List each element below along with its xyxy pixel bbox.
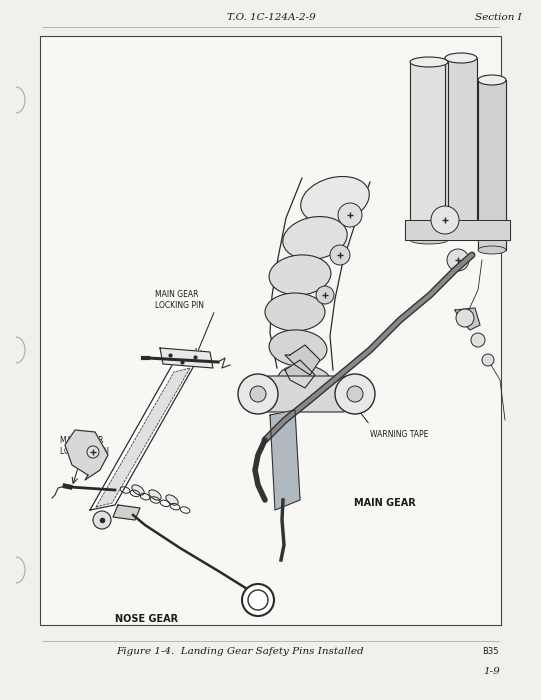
Text: Figure 1-4.  Landing Gear Safety Pins Installed: Figure 1-4. Landing Gear Safety Pins Ins… xyxy=(116,647,364,655)
Ellipse shape xyxy=(445,53,477,63)
Circle shape xyxy=(93,511,111,529)
Ellipse shape xyxy=(132,485,144,495)
Polygon shape xyxy=(285,345,320,375)
Text: NOSE GEAR: NOSE GEAR xyxy=(115,614,179,624)
Circle shape xyxy=(431,206,459,234)
Polygon shape xyxy=(270,410,300,510)
Ellipse shape xyxy=(269,255,331,295)
Ellipse shape xyxy=(166,495,178,505)
Polygon shape xyxy=(410,62,448,240)
Ellipse shape xyxy=(278,365,332,399)
Ellipse shape xyxy=(410,236,448,244)
Ellipse shape xyxy=(265,293,325,331)
Polygon shape xyxy=(455,308,480,330)
Polygon shape xyxy=(285,360,315,388)
Polygon shape xyxy=(478,80,506,250)
Circle shape xyxy=(238,374,278,414)
Text: 1-9: 1-9 xyxy=(484,668,500,676)
Bar xyxy=(40,36,501,625)
Ellipse shape xyxy=(269,330,327,366)
Polygon shape xyxy=(445,58,477,230)
Circle shape xyxy=(456,309,474,327)
Ellipse shape xyxy=(478,75,506,85)
Circle shape xyxy=(347,386,363,402)
Circle shape xyxy=(447,249,469,271)
Ellipse shape xyxy=(410,57,448,67)
Text: MAIN GEAR: MAIN GEAR xyxy=(354,498,416,508)
Text: WARNING TAPE: WARNING TAPE xyxy=(370,430,428,439)
Circle shape xyxy=(335,374,375,414)
Text: B35: B35 xyxy=(481,647,498,655)
Circle shape xyxy=(471,333,485,347)
Ellipse shape xyxy=(478,246,506,254)
Text: MAIN GEAR
LOCKING PIN: MAIN GEAR LOCKING PIN xyxy=(155,290,204,309)
Polygon shape xyxy=(405,220,510,240)
Ellipse shape xyxy=(445,226,477,234)
Circle shape xyxy=(482,354,494,366)
Ellipse shape xyxy=(149,490,161,500)
Polygon shape xyxy=(160,348,213,368)
Text: T.O. 1C-124A-2-9: T.O. 1C-124A-2-9 xyxy=(227,13,315,22)
FancyBboxPatch shape xyxy=(266,376,345,412)
Polygon shape xyxy=(90,355,200,510)
Circle shape xyxy=(248,590,268,610)
Polygon shape xyxy=(96,368,190,507)
Circle shape xyxy=(338,203,362,227)
Circle shape xyxy=(242,584,274,616)
Circle shape xyxy=(330,245,350,265)
Polygon shape xyxy=(113,505,140,520)
Text: Section I: Section I xyxy=(474,13,522,22)
Circle shape xyxy=(87,446,99,458)
Circle shape xyxy=(316,286,334,304)
Ellipse shape xyxy=(301,176,370,223)
Circle shape xyxy=(250,386,266,402)
Ellipse shape xyxy=(283,216,347,260)
Text: MAIN GEAR
LOCKING PIN: MAIN GEAR LOCKING PIN xyxy=(60,436,109,456)
Polygon shape xyxy=(65,430,108,480)
